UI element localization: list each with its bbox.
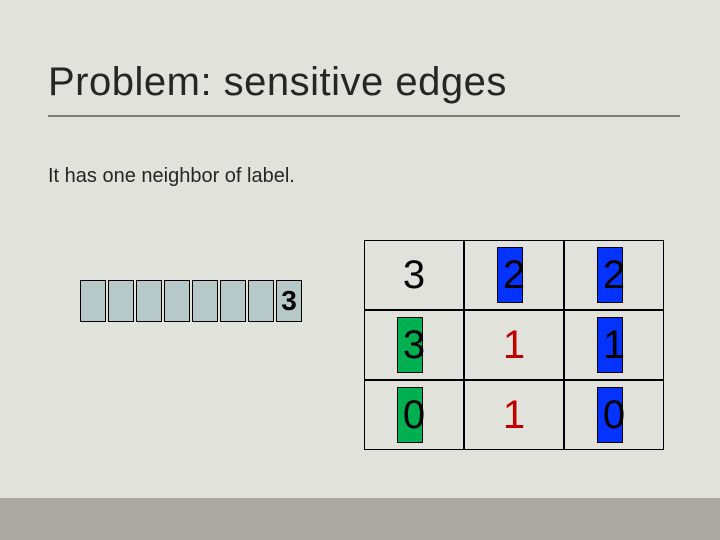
footer-bar bbox=[0, 498, 720, 540]
grid-cell-value: 3 bbox=[365, 255, 463, 295]
grid-cell-value: 1 bbox=[465, 395, 563, 435]
grid-cell: 1 bbox=[464, 380, 564, 450]
grid-cell-value: 0 bbox=[565, 395, 663, 435]
grid-cell: 0 bbox=[564, 380, 664, 450]
strip-cell bbox=[108, 280, 134, 322]
grid-cell-value: 3 bbox=[365, 325, 463, 365]
strip-cell bbox=[248, 280, 274, 322]
strip-cell bbox=[80, 280, 106, 322]
strip-cell bbox=[164, 280, 190, 322]
strip-cell-last: 3 bbox=[276, 280, 302, 322]
page-title: Problem: sensitive edges bbox=[48, 60, 680, 105]
grid-cell: 1 bbox=[464, 310, 564, 380]
grid-cell: 3 bbox=[364, 310, 464, 380]
grid-cell-value: 1 bbox=[465, 325, 563, 365]
subtitle: It has one neighbor of label. bbox=[48, 165, 295, 188]
grid-cell: 2 bbox=[564, 240, 664, 310]
grid-cell: 0 bbox=[364, 380, 464, 450]
strip-cell bbox=[220, 280, 246, 322]
strip-cell bbox=[136, 280, 162, 322]
label-strip: 3 bbox=[80, 280, 302, 322]
grid-cell-value: 2 bbox=[565, 255, 663, 295]
grid-cell: 3 bbox=[364, 240, 464, 310]
grid-cell-value: 1 bbox=[565, 325, 663, 365]
grid-cell-value: 2 bbox=[465, 255, 563, 295]
grid-cell: 2 bbox=[464, 240, 564, 310]
title-underline bbox=[48, 115, 680, 117]
grid-cell: 1 bbox=[564, 310, 664, 380]
strip-cell bbox=[192, 280, 218, 322]
grid-cell-value: 0 bbox=[365, 395, 463, 435]
grid-3x3: 322311010 bbox=[364, 240, 664, 450]
title-block: Problem: sensitive edges bbox=[48, 60, 680, 117]
